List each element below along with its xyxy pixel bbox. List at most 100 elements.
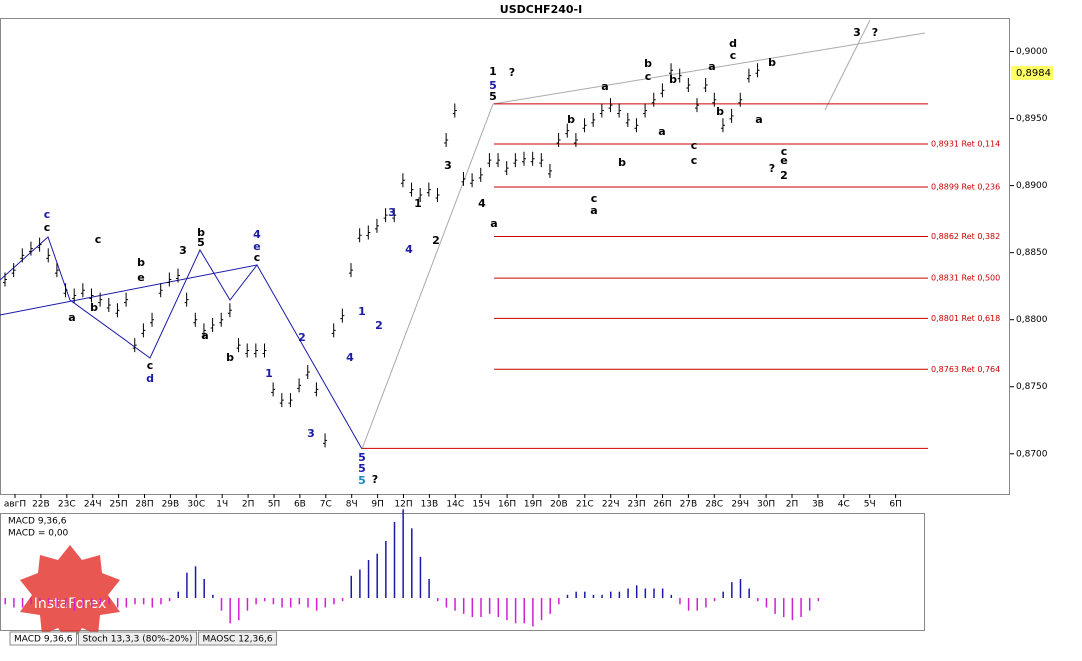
x-tick-label: 7С [320,500,332,510]
wave-label: c [781,145,788,158]
price-bar [54,263,59,278]
x-tick-label: 13В [421,500,439,510]
price-bar [236,338,241,353]
macd-bar [808,598,811,611]
indicator-tab[interactable]: MAOSC 12,36,6 [198,631,278,646]
macd-bar [367,560,370,598]
macd-bar [194,566,197,598]
x-tick-label: 4С [838,500,850,510]
macd-bar [774,598,776,614]
macd-bar [298,598,301,605]
macd-bar [402,509,404,598]
price-bar [720,118,725,133]
wave-label: b [197,226,205,239]
x-tick-label: 5Ч [864,500,876,510]
wave-label: c [645,70,652,83]
price-bar [573,133,578,148]
projection-line [824,19,871,111]
macd-bar [601,594,603,598]
macd-bar [791,598,794,621]
wave-label: e [780,154,787,167]
x-tick-label: 15Ч [472,500,490,510]
macd-bar [142,598,145,605]
tab-label: MACD 9,36,6 [14,635,73,645]
wave-label: 2 [298,331,306,344]
wave-label: 5 [358,474,366,487]
macd-bar [514,598,517,624]
x-tick-label: 6В [294,500,306,510]
indicator-tab[interactable]: Stoch 13,3,3 (80%-20%) [77,631,197,646]
price-bar [340,308,345,323]
macd-bar [428,579,430,598]
price-bar [201,323,206,338]
price-bar [712,92,717,107]
macd-bar [229,598,231,624]
macd-bar [91,598,93,608]
wave-label: 4 [346,351,354,364]
wave-label: 2 [780,169,788,182]
macd-bar [177,591,179,598]
wave-label: c [591,192,598,205]
watermark: InstaForex [20,545,120,645]
price-bar [167,272,172,287]
wave-label: b [716,105,724,118]
price-bar [400,173,405,188]
price-bar [608,98,613,113]
wave-label: a [490,217,497,230]
last-price-box [1011,65,1053,80]
macd-bar [246,598,249,611]
macd-bar [731,582,733,598]
wave-label: c [254,251,261,264]
wave-label: a [590,204,597,217]
macd-bar [411,528,413,598]
price-bar [383,208,388,223]
x-tick-label: 29Ч [731,500,749,510]
macd-bar [238,598,240,621]
price-bar [219,312,224,327]
tab-label: MAOSC 12,36,6 [203,635,273,645]
x-tick-label: 24Ч [84,500,102,510]
macd-bar [134,598,136,605]
wave-label: c [44,221,51,234]
macd-bar [462,598,465,614]
macd-bar [333,598,335,605]
price-bar [150,312,155,327]
wave-label: d [146,372,154,385]
x-tick-label: 28С [705,500,723,510]
price-bar [478,167,483,182]
price-bar [124,292,129,307]
macd-bar [575,591,577,598]
price-bar [305,364,310,379]
macd-bar [584,591,586,598]
wave-label: ? [509,66,515,79]
price-bar [253,343,258,358]
price-bar [323,433,328,448]
x-tick-label: 12П [394,500,412,510]
macd-bar [592,594,595,598]
macd-value: MACD = 0,00 [8,529,69,539]
price-bar [617,103,622,118]
wave-label: 5 [489,79,497,92]
macd-bar [376,553,378,598]
y-tick-label: 0,8750 [1016,382,1048,392]
wave-label: a [755,113,762,126]
macd-bar [506,598,508,621]
macd-bar [800,598,802,617]
watermark-badge [20,545,120,645]
x-tick-label: 20В [550,500,568,510]
macd-bar [532,598,534,627]
wave-label: a [201,329,208,342]
price-bar [530,151,535,166]
macd-bar [653,588,655,598]
wave-label: a [708,60,715,73]
price-bar [245,343,250,358]
wave-label: 1 [489,65,497,78]
macd-bar [39,598,41,602]
indicator-tab[interactable]: MACD 9,36,6 [9,631,77,646]
price-bar [729,108,734,123]
macd-bar [56,598,58,608]
price-bar [625,112,630,127]
price-bar [634,118,639,133]
x-tick-label: 21С [576,500,594,510]
